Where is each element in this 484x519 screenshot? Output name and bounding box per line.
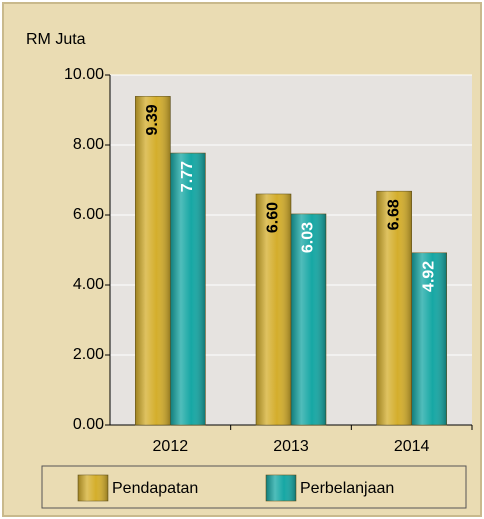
value-label: 9.39 xyxy=(144,104,161,135)
legend-label: Perbelanjaan xyxy=(300,480,394,497)
y-tick-label: 2.00 xyxy=(73,346,104,363)
y-axis-label: RM Juta xyxy=(26,31,86,48)
legend-swatch-shade xyxy=(266,475,296,501)
legend-swatch-shade xyxy=(78,475,108,501)
y-tick-label: 0.00 xyxy=(73,416,104,433)
bar-shade xyxy=(411,252,447,425)
y-tick-label: 4.00 xyxy=(73,276,104,293)
x-tick-label: 2012 xyxy=(153,438,189,455)
bar-shade xyxy=(291,213,326,425)
bar-shade xyxy=(376,191,412,425)
x-tick-label: 2014 xyxy=(394,438,430,455)
y-tick-label: 6.00 xyxy=(73,206,104,223)
x-tick-label: 2013 xyxy=(273,438,309,455)
bar-shade xyxy=(170,153,206,426)
legend-label: Pendapatan xyxy=(112,480,198,497)
value-label: 6.03 xyxy=(300,222,317,253)
y-tick-label: 8.00 xyxy=(73,136,104,153)
value-label: 7.77 xyxy=(179,161,196,192)
legend xyxy=(41,465,467,509)
value-label: 4.92 xyxy=(420,261,437,292)
value-label: 6.68 xyxy=(385,199,402,230)
bar-shade xyxy=(256,194,291,425)
y-tick-label: 10.00 xyxy=(64,66,104,83)
bar-shade xyxy=(135,96,171,425)
value-label: 6.60 xyxy=(265,202,282,233)
